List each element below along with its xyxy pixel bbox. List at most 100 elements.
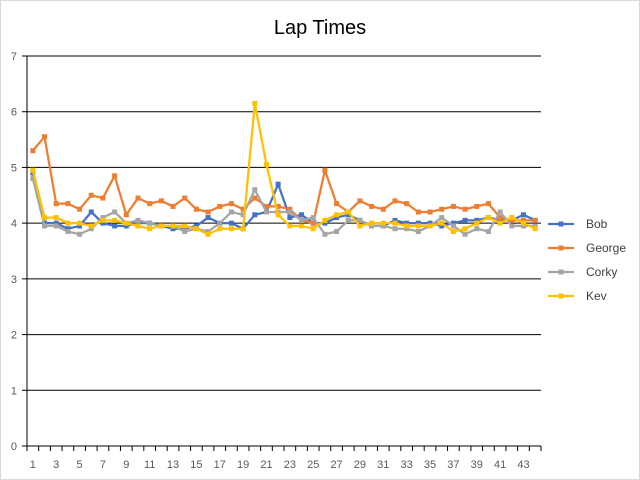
data-point-george	[520, 217, 526, 223]
data-point-corky	[77, 231, 83, 237]
chart-title: Lap Times	[274, 17, 366, 39]
data-point-corky	[65, 229, 71, 234]
x-tick-label: 13	[167, 459, 179, 471]
data-point-kev	[334, 212, 340, 218]
data-point-kev	[42, 215, 48, 221]
data-point-george	[205, 209, 211, 215]
data-point-corky	[88, 226, 94, 232]
data-point-corky	[532, 223, 538, 229]
data-point-george	[30, 148, 36, 154]
data-point-corky	[357, 217, 363, 223]
data-point-kev	[112, 217, 118, 223]
data-point-bob	[170, 226, 176, 232]
data-point-kev	[217, 226, 223, 232]
data-point-kev	[88, 223, 94, 229]
data-point-george	[77, 206, 83, 212]
data-point-corky	[415, 229, 421, 234]
data-point-bob	[474, 217, 480, 223]
data-point-kev	[228, 226, 234, 232]
data-point-bob	[497, 217, 503, 223]
data-point-corky	[509, 223, 515, 229]
data-point-george	[404, 201, 410, 207]
y-tick-label: 7	[11, 51, 17, 63]
data-point-bob	[345, 212, 351, 218]
data-point-george	[193, 206, 199, 212]
y-tick-label: 2	[11, 330, 17, 342]
data-point-george	[380, 206, 386, 212]
data-point-kev	[53, 215, 59, 221]
x-tick-label: 41	[494, 459, 506, 471]
legend-item-kev: Kev	[548, 289, 607, 303]
data-point-george	[439, 206, 445, 212]
data-point-kev	[485, 215, 491, 221]
data-point-bob	[275, 181, 281, 187]
data-point-bob	[88, 209, 94, 215]
data-point-bob	[252, 212, 258, 218]
data-point-corky	[334, 229, 340, 234]
data-point-george	[100, 195, 106, 201]
data-point-george	[217, 203, 223, 209]
data-point-kev	[205, 231, 211, 237]
data-point-corky	[263, 209, 269, 215]
x-tick-label: 31	[377, 459, 389, 471]
data-point-bob	[112, 223, 118, 229]
data-point-kev	[147, 226, 153, 232]
data-point-george	[357, 198, 363, 204]
x-tick-label: 35	[424, 459, 436, 471]
data-point-bob	[427, 220, 433, 226]
data-point-george	[252, 195, 258, 201]
data-point-corky	[240, 212, 246, 218]
legend-label: George	[586, 241, 626, 255]
data-point-george	[427, 209, 433, 215]
data-point-george	[310, 220, 316, 226]
data-point-kev	[345, 209, 351, 215]
data-point-kev	[299, 223, 305, 229]
x-tick-label: 19	[237, 459, 249, 471]
data-point-bob	[299, 212, 305, 218]
data-point-george	[462, 206, 468, 212]
legend-swatch-marker	[558, 221, 564, 227]
data-point-kev	[415, 223, 421, 229]
data-point-corky	[520, 223, 526, 229]
data-point-kev	[263, 162, 269, 168]
data-point-kev	[322, 217, 328, 223]
data-point-george	[474, 203, 480, 209]
data-point-corky	[462, 231, 468, 237]
data-point-bob	[520, 212, 526, 218]
data-point-bob	[53, 220, 59, 226]
data-point-corky	[217, 220, 223, 226]
x-tick-label: 21	[260, 459, 272, 471]
data-point-george	[42, 134, 48, 140]
data-point-george	[88, 192, 94, 198]
data-point-kev	[392, 220, 398, 226]
data-point-bob	[392, 217, 398, 223]
data-point-george	[415, 209, 421, 215]
data-point-corky	[474, 226, 480, 232]
data-point-kev	[158, 223, 164, 229]
data-point-kev	[380, 220, 386, 226]
data-point-bob	[123, 223, 129, 229]
series-corky	[30, 176, 538, 237]
data-point-corky	[42, 223, 48, 229]
data-point-corky	[100, 215, 106, 221]
data-point-corky	[30, 176, 36, 182]
data-point-george	[53, 201, 59, 207]
data-point-corky	[299, 217, 305, 223]
data-point-corky	[147, 220, 153, 226]
data-point-bob	[77, 223, 83, 229]
x-tick-label: 15	[190, 459, 202, 471]
data-point-kev	[439, 220, 445, 226]
data-point-corky	[497, 209, 503, 215]
x-tick-label: 37	[447, 459, 459, 471]
data-point-george	[263, 203, 269, 209]
data-point-corky	[380, 223, 386, 229]
legend-label: Kev	[586, 289, 607, 303]
data-point-george	[65, 201, 71, 207]
gridlines	[27, 55, 541, 391]
data-point-george	[112, 173, 118, 179]
data-point-kev	[275, 212, 281, 218]
data-point-bob	[135, 220, 141, 226]
data-point-george	[228, 201, 234, 207]
